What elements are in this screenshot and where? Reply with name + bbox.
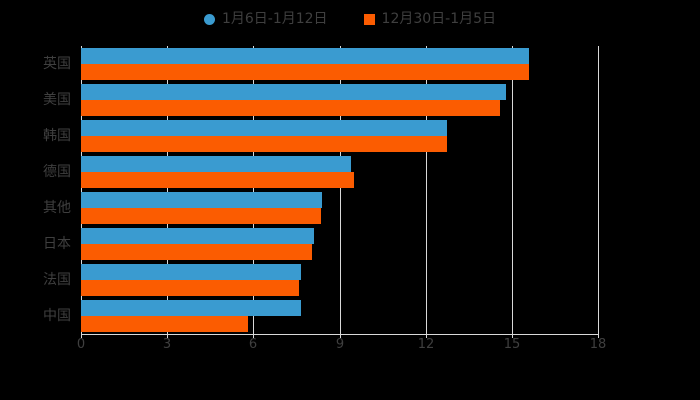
bar-1-6[interactable] xyxy=(81,280,299,296)
legend-label-series-0: 1月6日-1月12日 xyxy=(221,11,328,27)
y-axis-label-3: 德国 xyxy=(43,164,71,180)
bar-0-4[interactable] xyxy=(81,192,322,208)
y-axis-label-5: 日本 xyxy=(43,236,71,252)
y-axis-label-4: 其他 xyxy=(43,200,71,216)
x-tick-label-12: 12 xyxy=(417,337,435,352)
x-tickmark-9 xyxy=(340,334,341,338)
bar-0-7[interactable] xyxy=(81,300,301,316)
bar-0-5[interactable] xyxy=(81,228,314,244)
x-tickmark-15 xyxy=(512,334,513,338)
legend-square-marker-icon xyxy=(363,13,375,25)
x-tick-label-3: 3 xyxy=(162,337,172,352)
bar-1-1[interactable] xyxy=(81,100,500,116)
gridline-x-9 xyxy=(340,46,341,334)
x-tick-label-6: 6 xyxy=(248,337,258,352)
chart-legend: 1月6日-1月12日 12月30日-1月5日 xyxy=(0,8,700,30)
legend-entry-series-1[interactable]: 12月30日-1月5日 xyxy=(363,11,497,27)
x-axis-tick-labels: 0 3 6 9 12 15 18 xyxy=(0,338,700,358)
legend-label-series-1: 12月30日-1月5日 xyxy=(381,11,497,27)
bar-0-6[interactable] xyxy=(81,264,301,280)
x-tickmark-18 xyxy=(598,334,599,338)
bar-0-0[interactable] xyxy=(81,48,529,64)
x-tickmark-12 xyxy=(426,334,427,338)
x-tick-label-18: 18 xyxy=(589,337,607,352)
y-axis-label-6: 法国 xyxy=(43,272,71,288)
gridline-x-6 xyxy=(253,46,254,334)
x-tick-label-9: 9 xyxy=(335,337,345,352)
y-axis-label-2: 韩国 xyxy=(43,128,71,144)
bar-0-1[interactable] xyxy=(81,84,506,100)
x-tickmark-0 xyxy=(81,334,82,338)
gridline-x-15 xyxy=(512,46,513,334)
bar-1-3[interactable] xyxy=(81,172,354,188)
x-tick-label-15: 15 xyxy=(503,337,521,352)
y-axis-category-labels: 英国美国韩国德国其他日本法国中国 xyxy=(0,46,71,334)
y-axis-label-1: 美国 xyxy=(43,92,71,108)
bar-1-7[interactable] xyxy=(81,316,248,332)
y-axis-label-0: 英国 xyxy=(43,56,71,72)
bar-1-4[interactable] xyxy=(81,208,321,224)
gridline-x-18 xyxy=(598,46,599,334)
bar-0-3[interactable] xyxy=(81,156,351,172)
plot-area xyxy=(81,46,599,334)
gridline-x-0 xyxy=(81,46,82,334)
bar-1-5[interactable] xyxy=(81,244,312,260)
bar-1-0[interactable] xyxy=(81,64,529,80)
gridline-x-12 xyxy=(426,46,427,334)
bar-0-2[interactable] xyxy=(81,120,447,136)
legend-circle-marker-icon xyxy=(203,13,215,25)
bar-1-2[interactable] xyxy=(81,136,447,152)
x-tick-label-0: 0 xyxy=(76,337,86,352)
gridline-x-3 xyxy=(167,46,168,334)
x-tickmark-3 xyxy=(167,334,168,338)
legend-entry-series-0[interactable]: 1月6日-1月12日 xyxy=(203,11,328,27)
y-axis-label-7: 中国 xyxy=(43,308,71,324)
x-tickmark-6 xyxy=(253,334,254,338)
